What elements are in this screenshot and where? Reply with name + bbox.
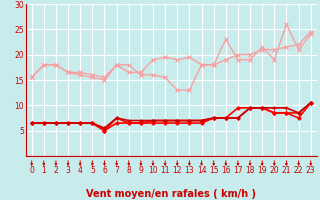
- X-axis label: Vent moyen/en rafales ( km/h ): Vent moyen/en rafales ( km/h ): [86, 189, 256, 199]
